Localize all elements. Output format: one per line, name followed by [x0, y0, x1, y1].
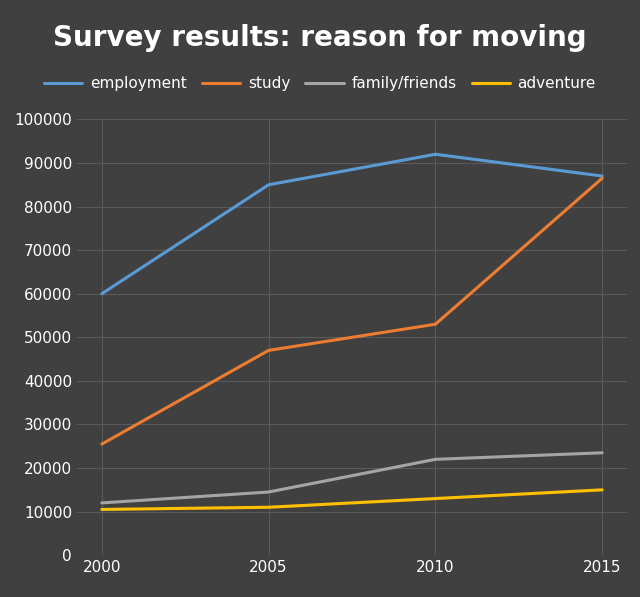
adventure	[431, 495, 439, 502]
employment	[598, 173, 606, 180]
study	[598, 175, 606, 182]
employment	[431, 150, 439, 158]
family/friends	[431, 456, 439, 463]
employment	[265, 181, 273, 188]
family/friends	[98, 499, 106, 506]
family/friends	[265, 488, 273, 496]
employment	[98, 290, 106, 297]
study	[265, 347, 273, 354]
adventure	[98, 506, 106, 513]
adventure	[265, 504, 273, 511]
adventure	[598, 486, 606, 493]
Legend: employment, study, family/friends, adventure: employment, study, family/friends, adven…	[38, 70, 602, 97]
Text: Survey results: reason for moving: Survey results: reason for moving	[53, 24, 587, 52]
family/friends	[598, 449, 606, 456]
Line: family/friends: family/friends	[102, 453, 602, 503]
Line: adventure: adventure	[102, 490, 602, 509]
Line: employment: employment	[102, 154, 602, 294]
study	[431, 321, 439, 328]
Line: study: study	[102, 179, 602, 444]
study	[98, 441, 106, 448]
